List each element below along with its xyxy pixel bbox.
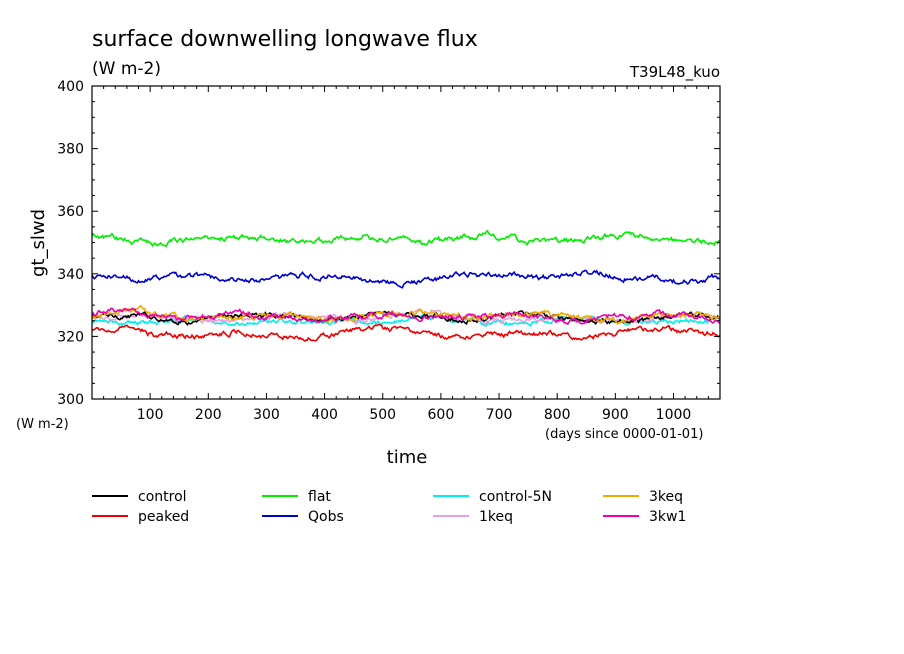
x-axis: 100 200 300 400 500 600 700 800 900 1000 (103, 86, 709, 423)
x-axis-label: time (387, 447, 428, 468)
legend-label-Qobs: Qobs (308, 509, 344, 525)
y-tick-label: 380 (57, 142, 84, 158)
x-tick-label: 1000 (656, 407, 692, 423)
legend-label-peaked: peaked (138, 509, 189, 525)
legend-label-flat: flat (308, 489, 331, 505)
experiment-label: T39L48_kuo (629, 63, 720, 82)
legend: control peaked flat Qobs control-5N 1keq 3keq 3… (92, 489, 686, 525)
series-line-peaked (91, 323, 721, 342)
x-tick-label: 500 (369, 407, 396, 423)
series-line-flat (91, 229, 721, 248)
chart-title: surface downwelling longwave flux (92, 27, 478, 52)
y-axis-label: gt_slwd (28, 209, 49, 277)
legend-label-1keq: 1keq (479, 509, 513, 525)
y-tick-label: 340 (57, 267, 84, 283)
legend-label-control: control (138, 489, 187, 505)
legend-label-3keq: 3keq (649, 489, 683, 505)
y-tick-label: 360 (57, 204, 84, 220)
y-tick-label: 320 (57, 329, 84, 345)
series-line-3kw1 (91, 307, 721, 326)
y-tick-label: 400 (57, 79, 84, 95)
plot-frame (91, 85, 721, 400)
x-tick-label: 100 (137, 407, 164, 423)
y-axis-units: (W m-2) (16, 417, 69, 432)
x-tick-label: 200 (195, 407, 222, 423)
x-tick-label: 300 (253, 407, 280, 423)
x-tick-label: 600 (428, 407, 455, 423)
x-tick-label: 900 (602, 407, 629, 423)
plot-series (91, 229, 721, 342)
y-tick-label: 300 (57, 392, 84, 408)
chart-title-units: (W m-2) (92, 59, 161, 79)
y-axis: 300 320 340 360 380 400 (57, 79, 720, 408)
series-line-Qobs (91, 269, 721, 289)
legend-label-control-5N: control-5N (479, 489, 552, 505)
x-tick-label: 400 (311, 407, 338, 423)
x-tick-label: 700 (486, 407, 513, 423)
x-axis-units: (days since 0000-01-01) (545, 427, 703, 442)
legend-label-3kw1: 3kw1 (649, 509, 686, 525)
x-tick-label: 800 (544, 407, 571, 423)
